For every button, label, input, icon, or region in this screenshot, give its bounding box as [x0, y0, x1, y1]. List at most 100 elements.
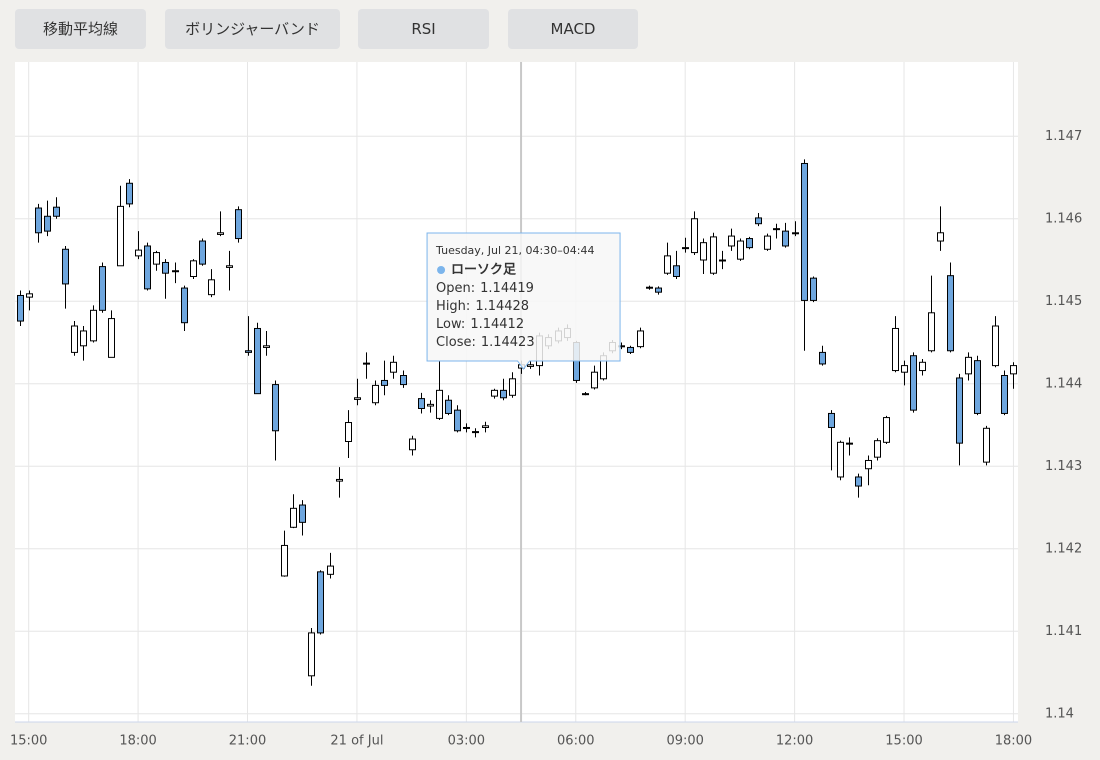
candle-body [710, 236, 717, 274]
candle-body [491, 389, 498, 397]
candle-body [591, 371, 598, 389]
indicator-button[interactable]: 移動平均線 [15, 9, 146, 49]
y-tick-label: 1.146 [1045, 211, 1082, 226]
candle-body [719, 259, 726, 262]
y-tick-label: 1.143 [1045, 459, 1082, 474]
candle-body [317, 571, 324, 634]
candle-body [1010, 365, 1017, 375]
indicator-button[interactable]: MACD [508, 9, 638, 49]
candle-body [737, 240, 744, 260]
candle-body [746, 238, 753, 249]
tooltip-row: High: 1.14428 [436, 299, 529, 314]
candle-body [637, 330, 644, 348]
candle-body [354, 397, 361, 400]
tooltip-row: Low: 1.14412 [436, 317, 524, 332]
x-tick-label: 21 of Jul [330, 734, 383, 749]
candle-body [992, 325, 999, 367]
candle-body [99, 266, 106, 311]
candle-body [135, 249, 142, 257]
candle-body [217, 232, 224, 235]
candle-body [700, 242, 707, 261]
candle-body [71, 325, 78, 353]
candle-body [400, 375, 407, 386]
x-tick-label: 18:00 [995, 734, 1032, 749]
candle-body [308, 632, 315, 677]
candle-body [673, 265, 680, 277]
x-tick-label: 15:00 [10, 734, 47, 749]
candle-body [755, 217, 762, 225]
candle-body [190, 260, 197, 278]
candle-body [819, 351, 826, 365]
candle-body [846, 442, 853, 445]
candle-body [728, 235, 735, 247]
candle-body [409, 438, 416, 451]
candle-body [664, 255, 671, 274]
y-tick-label: 1.14 [1045, 706, 1074, 721]
candle-body [336, 478, 343, 482]
candle-body [773, 228, 780, 231]
tooltip-box [426, 232, 621, 370]
candle-body [327, 565, 334, 575]
candle-body [245, 350, 252, 353]
candle-body [627, 346, 634, 353]
candle-body [153, 252, 160, 265]
candle-body [390, 361, 397, 373]
tooltip-series: ローソク足 [451, 263, 517, 278]
candle-body [500, 389, 507, 399]
candle-body [372, 384, 379, 404]
indicator-button[interactable]: RSI [358, 9, 489, 49]
candle-body [527, 364, 534, 367]
candle-body [509, 378, 516, 396]
candle-body [919, 361, 926, 372]
tooltip-value: 1.14428 [475, 299, 529, 314]
candle-body [801, 162, 808, 301]
candle-body [345, 422, 352, 442]
indicator-button[interactable]: ボリンジャーバンド [165, 9, 340, 49]
candle-body [865, 459, 872, 470]
candle-body [482, 425, 489, 428]
candle-body [172, 270, 179, 273]
candle-body [181, 287, 188, 324]
candle-body [272, 384, 279, 432]
candle-body [965, 356, 972, 375]
candle-body [983, 427, 990, 463]
y-tick-label: 1.147 [1045, 129, 1082, 144]
candle-body [162, 261, 169, 274]
candle-body [427, 403, 434, 407]
candle-body [682, 247, 689, 250]
candle-body [947, 275, 954, 352]
candle-body [874, 440, 881, 458]
candle-body [974, 360, 981, 414]
candle-body [892, 327, 899, 372]
x-tick-label: 09:00 [666, 734, 703, 749]
tooltip-title: Tuesday, Jul 21, 04:30–04:44 [435, 244, 594, 257]
tooltip-row: Close: 1.14423 [436, 335, 535, 350]
candle-body [454, 409, 461, 432]
tooltip-field: Open: [436, 281, 475, 296]
candle-body [928, 312, 935, 352]
candle-body [901, 365, 908, 373]
x-tick-label: 06:00 [557, 734, 594, 749]
candle-body [1001, 375, 1008, 414]
candle-body [35, 207, 42, 234]
candle-body [956, 377, 963, 444]
candle-body [764, 235, 771, 250]
candle-body [381, 379, 388, 386]
candle-body [582, 393, 589, 396]
candle-body [26, 293, 33, 298]
candle-body [108, 318, 115, 358]
tooltip-marker [437, 266, 446, 274]
candle-body [117, 205, 124, 267]
x-tick-label: 15:00 [885, 734, 922, 749]
tooltip-value: 1.14412 [470, 317, 524, 332]
candle-body [855, 476, 862, 487]
candle-body [691, 218, 698, 254]
candle-body [436, 389, 443, 419]
candle-body [90, 309, 97, 342]
candle-body [44, 215, 51, 232]
y-tick-label: 1.145 [1045, 294, 1082, 309]
plot-area [15, 62, 1018, 722]
